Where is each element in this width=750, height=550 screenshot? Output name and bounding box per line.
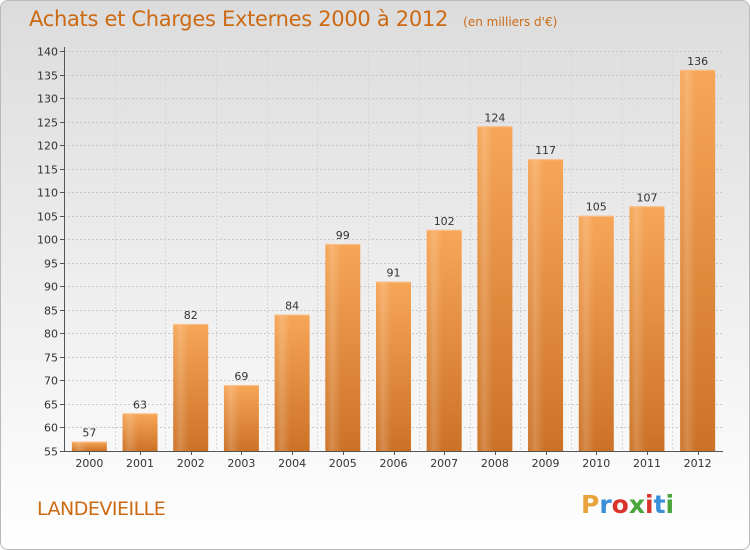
y-tick-label: 120 (37, 140, 58, 153)
chart-title: Achats et Charges Externes 2000 à 2012 (29, 7, 449, 31)
x-tick-label: 2005 (329, 457, 357, 470)
x-tick-label: 2012 (684, 457, 712, 470)
bar-highlight (274, 314, 310, 451)
x-tick-label: 2003 (227, 457, 255, 470)
y-tick-label: 125 (37, 117, 58, 130)
y-tick-label: 115 (37, 164, 58, 177)
y-tick-label: 90 (44, 281, 58, 294)
logo-letter: o (611, 490, 629, 519)
axes (60, 47, 723, 455)
data-label: 99 (336, 229, 350, 242)
data-label: 69 (234, 370, 248, 383)
data-label: 102 (434, 215, 455, 228)
y-tick-label: 75 (44, 352, 58, 365)
x-tick-label: 2010 (582, 457, 610, 470)
logo-letter: i (645, 490, 654, 519)
chart-subtitle: (en milliers d'€) (463, 15, 558, 29)
x-tick-label: 2001 (126, 457, 154, 470)
data-label: 117 (535, 144, 556, 157)
y-tick-label: 130 (37, 93, 58, 106)
x-tick-label: 2007 (430, 457, 458, 470)
y-tick-label: 110 (37, 187, 58, 200)
y-tick-label: 80 (44, 328, 58, 341)
data-label: 82 (184, 309, 198, 322)
bars (71, 69, 716, 451)
x-tick-label: 2002 (177, 457, 205, 470)
commune-name: LANDEVIEILLE (37, 498, 166, 520)
bar-highlight (325, 243, 361, 451)
y-tick-label: 105 (37, 211, 58, 224)
data-label: 91 (387, 267, 401, 280)
y-tick-label: 100 (37, 234, 58, 247)
bar-highlight (71, 441, 107, 451)
bar-highlight (629, 206, 665, 451)
x-tick-label: 2008 (481, 457, 509, 470)
bar-highlight (122, 413, 158, 451)
logo-letter: x (628, 490, 645, 519)
logo-letter: P (581, 490, 600, 519)
bar-highlight (426, 229, 462, 451)
x-tick-label: 2006 (380, 457, 408, 470)
y-tick-label: 55 (44, 446, 58, 459)
bar-highlight (173, 323, 209, 451)
data-label: 84 (285, 300, 299, 313)
y-tick-label: 95 (44, 258, 58, 271)
x-tick-label: 2000 (75, 457, 103, 470)
bar-highlight (680, 69, 716, 451)
data-label: 107 (636, 191, 657, 204)
proxiti-logo: Proxiti (581, 490, 674, 519)
bar-highlight (223, 385, 259, 451)
y-tick-label: 140 (37, 46, 58, 59)
logo-letter: t (653, 490, 666, 519)
x-tick-label: 2004 (278, 457, 306, 470)
title-line: Achats et Charges Externes 2000 à 2012 (… (29, 7, 557, 31)
y-tick-label: 60 (44, 422, 58, 435)
data-label: 105 (586, 201, 607, 214)
bar-highlight (578, 215, 614, 451)
bar-highlight (528, 159, 564, 451)
bar-highlight (376, 281, 411, 451)
data-label: 124 (484, 111, 505, 124)
y-tick-label: 70 (44, 375, 58, 388)
x-tick-label: 2011 (633, 457, 661, 470)
logo-letter: i (665, 490, 675, 519)
logo-letter: r (599, 490, 612, 519)
y-tick-label: 135 (37, 70, 58, 83)
data-label: 136 (687, 55, 708, 68)
y-tick-label: 65 (44, 399, 58, 412)
bar-highlight (477, 126, 513, 451)
data-label: 63 (133, 398, 147, 411)
data-label: 57 (82, 427, 96, 440)
x-tick-label: 2009 (532, 457, 560, 470)
labels: 55 60 65 70 75 80 85 90 95 100 105 110 115 120 125 130 1… (37, 46, 712, 471)
y-tick-label: 85 (44, 305, 58, 318)
